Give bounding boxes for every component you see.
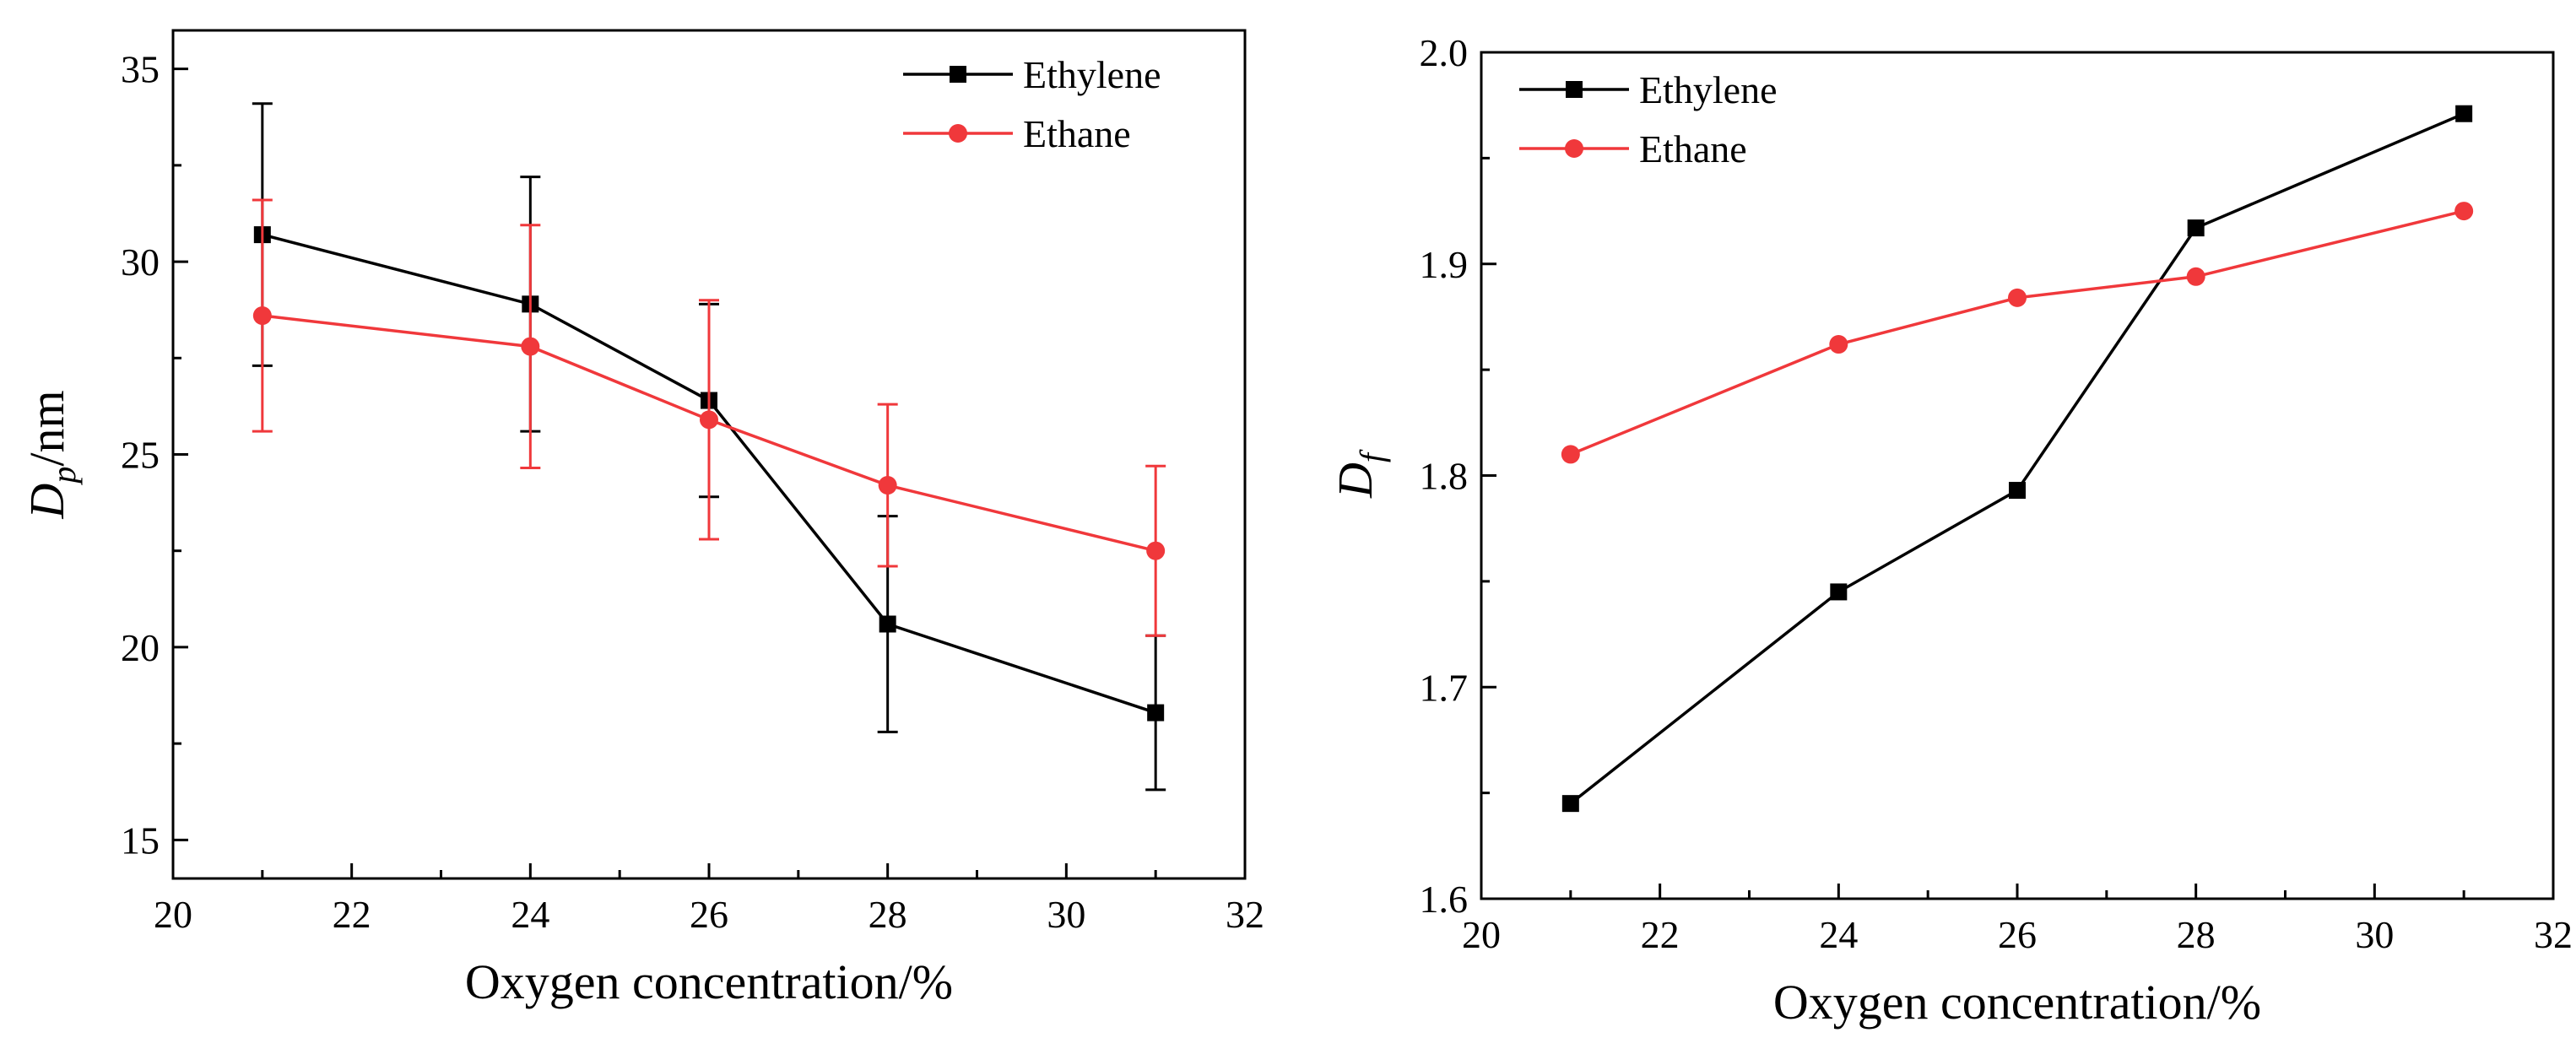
legend: Ethylene Ethane bbox=[903, 53, 1161, 155]
legend: Ethylene Ethane bbox=[1519, 68, 1778, 170]
y-axis-title-unit: /nm bbox=[19, 390, 74, 466]
chart-1: 20 22 24 26 28 30 32 15 20 25 30 35 Oxygen concentra… bbox=[19, 29, 1264, 1009]
data-point-square bbox=[2187, 219, 2205, 237]
y-axis-title-subscript: p bbox=[45, 467, 83, 486]
y-tick-label: 25 bbox=[121, 434, 160, 477]
y-tick-label: 1.8 bbox=[1420, 455, 1469, 498]
data-point-circle bbox=[1561, 445, 1580, 464]
x-tick-label: 28 bbox=[2177, 913, 2216, 956]
x-tick-label: 32 bbox=[1226, 893, 1264, 936]
data-point-circle bbox=[700, 410, 718, 430]
y-axis-title-symbol: D bbox=[19, 484, 74, 520]
data-point-square bbox=[1147, 704, 1165, 722]
x-tick-label: 24 bbox=[511, 893, 549, 936]
y-tick-label: 35 bbox=[121, 48, 160, 91]
data-point-circle bbox=[1146, 541, 1166, 560]
y-axis-title-symbol: D bbox=[1328, 462, 1383, 499]
legend-label: Ethane bbox=[1639, 127, 1747, 170]
x-tick-label: 26 bbox=[1998, 913, 2037, 956]
data-point-circle bbox=[878, 476, 897, 495]
y-tick-label: 30 bbox=[121, 241, 160, 284]
y-tick-label: 15 bbox=[121, 819, 160, 862]
x-axis-title: Oxygen concentration/% bbox=[1773, 975, 2261, 1030]
legend-label: Ethane bbox=[1023, 112, 1131, 155]
y-tick-label: 2.0 bbox=[1420, 31, 1469, 74]
data-point-circle bbox=[2008, 288, 2027, 307]
legend-marker-square bbox=[1566, 81, 1583, 98]
legend-marker-circle bbox=[949, 124, 967, 143]
data-point-circle bbox=[252, 306, 272, 326]
x-tick-label: 28 bbox=[869, 893, 907, 936]
y-axis-title-subscript: f bbox=[1353, 449, 1391, 462]
data-point-square bbox=[2009, 482, 2026, 500]
y-tick-label: 1.6 bbox=[1420, 878, 1469, 921]
series-ethylene bbox=[1561, 105, 2473, 813]
x-tick-label: 26 bbox=[690, 893, 728, 936]
x-tick-label: 20 bbox=[1462, 913, 1501, 956]
legend-label: Ethylene bbox=[1023, 53, 1161, 96]
x-tick-label: 22 bbox=[1641, 913, 1680, 956]
data-point-circle bbox=[521, 337, 540, 356]
x-tick-label: 22 bbox=[333, 893, 371, 936]
data-point-circle bbox=[2454, 202, 2474, 221]
data-point-circle bbox=[1829, 335, 1848, 354]
x-axis-title: Oxygen concentration/% bbox=[465, 954, 953, 1009]
legend-marker-square bbox=[950, 66, 966, 83]
y-tick-label: 1.9 bbox=[1420, 243, 1469, 286]
data-point-square bbox=[1830, 583, 1848, 601]
x-tick-label: 20 bbox=[154, 893, 192, 936]
data-point-square bbox=[879, 615, 896, 633]
x-tick-label: 30 bbox=[2355, 913, 2394, 956]
x-tick-label: 32 bbox=[2534, 913, 2573, 956]
data-point-square bbox=[2455, 105, 2473, 122]
plot-frame bbox=[1480, 51, 2555, 900]
x-tick-label: 24 bbox=[1819, 913, 1858, 956]
series-ethane bbox=[1561, 202, 2474, 464]
x-tick-label: 30 bbox=[1047, 893, 1085, 936]
series-line bbox=[1569, 112, 2465, 805]
y-tick-label: 1.7 bbox=[1420, 666, 1469, 709]
series-ethane bbox=[252, 198, 1166, 637]
legend-marker-circle bbox=[1565, 139, 1583, 158]
data-point-square bbox=[1561, 795, 1579, 813]
data-point-circle bbox=[2186, 267, 2205, 286]
y-axis-title: Dp/nm bbox=[19, 390, 83, 519]
y-tick-label: 20 bbox=[121, 626, 160, 669]
chart-2: 20 22 24 26 28 30 32 1.6 1.7 1.8 1.9 2.0 Oxygen conc… bbox=[1328, 31, 2573, 1030]
series-line bbox=[1570, 209, 2465, 457]
y-axis-title: Df bbox=[1328, 449, 1391, 499]
legend-label: Ethylene bbox=[1639, 68, 1778, 111]
